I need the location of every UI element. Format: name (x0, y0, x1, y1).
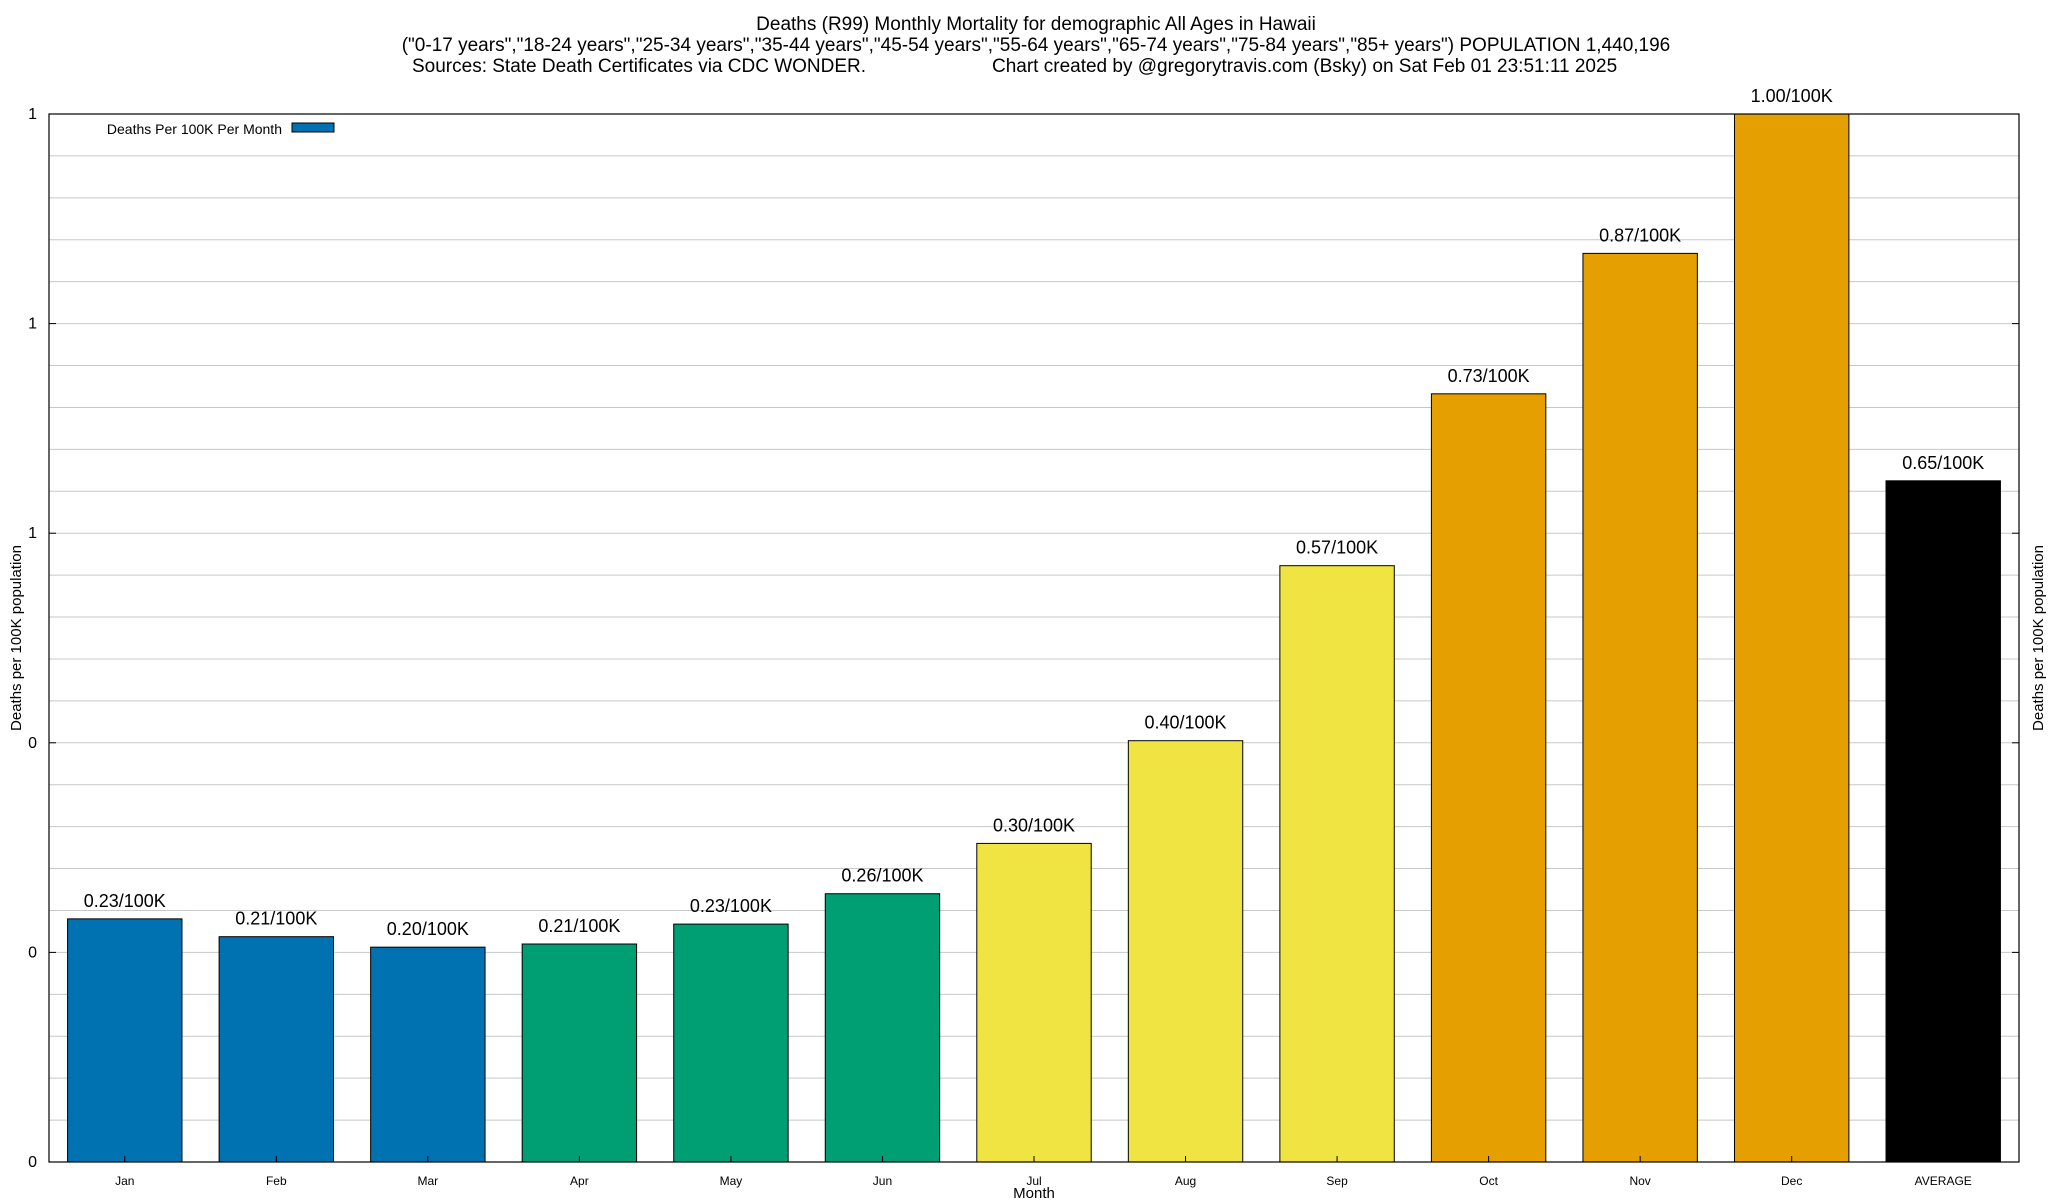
bar-dec (1733, 113, 1850, 1163)
x-axis-label: Month (1013, 1185, 1055, 1200)
x-tick-label: AVERAGE (1915, 1174, 1972, 1188)
title-line-2: ("0-17 years","18-24 years","25-34 years… (402, 35, 1671, 56)
x-tick-label: Apr (570, 1174, 589, 1188)
data-label-mar: 0.20/100K (387, 919, 469, 939)
y-tick-label: 0 (28, 735, 37, 752)
y-tick-label: 0 (28, 944, 37, 961)
bar-jul (976, 842, 1092, 1163)
bar-may (673, 923, 789, 1163)
data-label-nov: 0.87/100K (1599, 225, 1681, 245)
data-label-aug: 0.40/100K (1144, 713, 1226, 733)
bar-mar (370, 946, 486, 1163)
bar-nov (1582, 252, 1698, 1163)
x-tick-label: May (720, 1174, 743, 1188)
legend-label: Deaths Per 100K Per Month (107, 121, 282, 137)
legend-swatch (291, 122, 335, 133)
data-label-jun: 0.26/100K (841, 866, 923, 886)
chart-title: Deaths (R99) Monthly Mortality for demog… (402, 14, 1671, 77)
legend: Deaths Per 100K Per Month (107, 121, 335, 137)
x-tick-label: Feb (266, 1174, 287, 1188)
y-tick-label: 1 (28, 316, 37, 333)
x-axis-ticks: Jan Feb Mar Apr May Jun Jul Aug Sep Oct Nov Dec AVER… (115, 1156, 1972, 1188)
data-label-dec: 1.00/100K (1751, 86, 1833, 106)
x-tick-label: Jan (115, 1174, 134, 1188)
x-tick-label: Mar (418, 1174, 439, 1188)
title-line-3: Sources: State Death Certificates via CD… (412, 56, 866, 77)
data-label-sep: 0.57/100K (1296, 538, 1378, 558)
y-tick-label: 1 (28, 106, 37, 123)
x-tick-label: Jun (873, 1174, 892, 1188)
bar-jun (824, 893, 941, 1163)
bar-apr (521, 943, 638, 1163)
data-label-jan: 0.23/100K (84, 891, 166, 911)
y2-axis-label: Deaths per 100K population (2030, 545, 2047, 731)
bar-oct (1430, 393, 1547, 1163)
y-axis-label: Deaths per 100K population (8, 545, 25, 731)
bars (67, 113, 2001, 1163)
data-label-apr: 0.21/100K (538, 916, 620, 936)
x-tick-label: Oct (1479, 1174, 1498, 1188)
bar-average (1885, 480, 2001, 1163)
title-line-4: Chart created by @gregorytravis.com (Bsk… (992, 56, 1617, 77)
data-label-average: 0.65/100K (1902, 453, 1984, 473)
x-tick-label: Jul (1026, 1174, 1041, 1188)
bar-jan (67, 918, 183, 1163)
y-axis-ticks: 0 0 0 1 1 1 (28, 106, 2019, 1171)
title-line-1: Deaths (R99) Monthly Mortality for demog… (756, 14, 1316, 35)
bar-aug (1127, 740, 1244, 1163)
data-label-may: 0.23/100K (690, 896, 772, 916)
x-tick-label: Aug (1175, 1174, 1196, 1188)
x-tick-label: Nov (1629, 1174, 1650, 1188)
x-tick-label: Dec (1781, 1174, 1802, 1188)
bar-feb (218, 936, 335, 1163)
data-label-feb: 0.21/100K (235, 909, 317, 929)
x-tick-label: Sep (1326, 1174, 1348, 1188)
y-tick-label: 1 (28, 525, 37, 542)
bar-sep (1279, 565, 1395, 1163)
data-label-oct: 0.73/100K (1448, 366, 1530, 386)
data-labels: 0.23/100K 0.21/100K 0.20/100K 0.21/100K 0.23… (84, 86, 1985, 939)
data-label-jul: 0.30/100K (993, 815, 1075, 835)
y-tick-label: 0 (28, 1154, 37, 1171)
